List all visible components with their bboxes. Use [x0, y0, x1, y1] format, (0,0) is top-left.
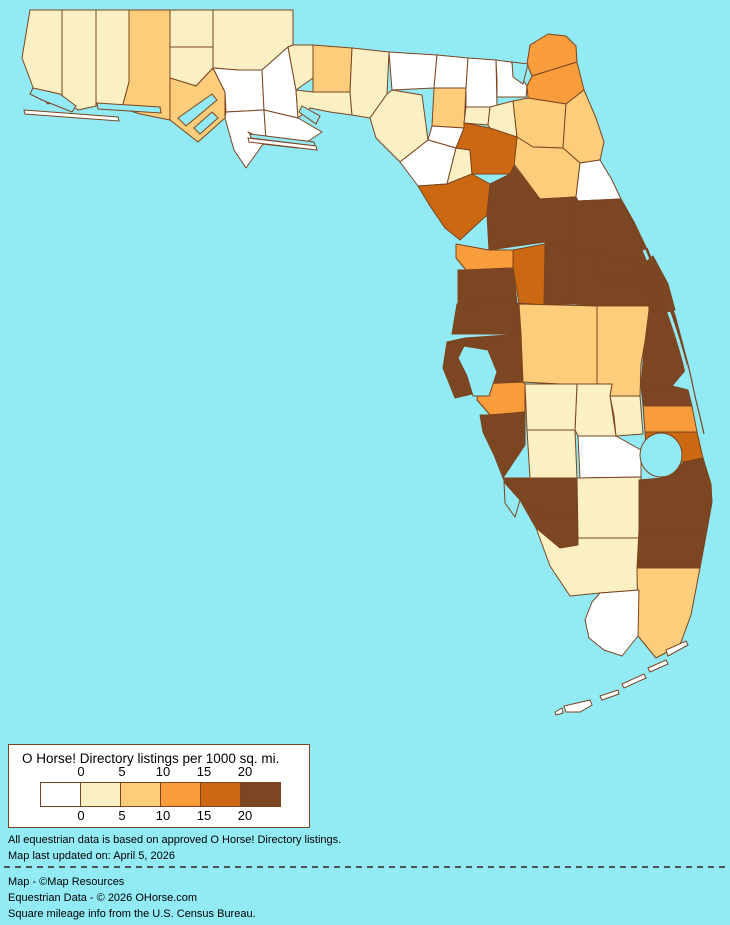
legend-tick-top-3: 15 [196, 764, 212, 779]
credit-equestrian-data: Equestrian Data - © 2026 OHorse.com [8, 892, 198, 904]
county-sumter [512, 243, 546, 306]
legend-color-strip [40, 782, 281, 807]
charlotte-harbor [503, 480, 521, 519]
choctawhatchee-bay [96, 102, 162, 114]
pensacola-bay [29, 87, 77, 113]
legend-swatch-3 [160, 782, 201, 807]
county-walton [121, 9, 171, 121]
county-hendry [576, 476, 642, 539]
panhandle-barrier-island [23, 109, 120, 122]
florida-keys-key-west [554, 707, 564, 716]
st-andrew-bay-east-arm [193, 111, 219, 135]
county-lake [543, 241, 575, 306]
tampa-bay [457, 345, 498, 397]
county-hamilton [433, 54, 469, 89]
county-broward [636, 529, 708, 569]
legend-tick-bottom-0: 0 [77, 808, 85, 823]
county-hardee [524, 383, 578, 431]
county-marion [486, 165, 577, 253]
county-polk [518, 303, 598, 385]
legend-swatch-5 [240, 782, 281, 807]
county-monroe [584, 589, 640, 657]
county-wakulla [295, 89, 353, 119]
barrier-islands-and-keys [23, 109, 689, 716]
legend-tick-bottom-3: 15 [196, 808, 212, 823]
legend-ticks-bottom: 0 5 10 15 20 [9, 808, 309, 824]
credit-square-mileage: Square mileage info from the U.S. Census… [8, 908, 256, 920]
county-baker [495, 59, 528, 98]
st-andrew-bay [177, 93, 218, 127]
county-flagler [575, 159, 622, 202]
legend-swatch-1 [80, 782, 121, 807]
ochlockonee-bay [298, 105, 321, 125]
legend-title: O Horse! Directory listings per 1000 sq.… [22, 751, 280, 766]
florida-keys-lower [563, 699, 593, 713]
florida-keys-upper [665, 640, 689, 657]
cape-canaveral [645, 255, 676, 313]
county-pasco [451, 302, 522, 335]
county-holmes [169, 9, 214, 48]
county-union [463, 106, 491, 126]
county-miami-dade [636, 567, 701, 659]
county-madison [388, 51, 438, 91]
county-okaloosa [95, 9, 130, 109]
legend-ticks-top: 0 5 10 15 20 [9, 764, 309, 780]
legend-tick-bottom-4: 20 [237, 808, 253, 823]
legend-swatch-4 [200, 782, 241, 807]
county-columbia [465, 57, 498, 108]
florida-keys-3 [621, 673, 647, 689]
county-indian-river [640, 385, 693, 407]
lake-okeechobee [639, 432, 683, 478]
legend: O Horse! Directory listings per 1000 sq.… [8, 744, 310, 828]
footnote-data-source: All equestrian data is based on approved… [8, 834, 342, 846]
county-hernando [457, 267, 518, 305]
florida-keys-4 [599, 689, 620, 701]
county-santa-rosa [61, 9, 97, 111]
legend-tick-bottom-2: 10 [155, 808, 171, 823]
st-marys-inlet [511, 61, 529, 85]
legend-tick-top-1: 5 [118, 764, 126, 779]
county-st-johns [562, 89, 605, 164]
st-george-island [247, 137, 318, 151]
county-st-lucie [642, 405, 698, 433]
county-suwannee [431, 87, 467, 129]
county-sarasota [479, 411, 526, 479]
county-okeechobee [609, 395, 644, 437]
legend-swatch-2 [120, 782, 161, 807]
legend-tick-bottom-1: 5 [118, 808, 126, 823]
credit-map: Map - ©Map Resources [8, 876, 125, 888]
county-desoto [526, 429, 578, 479]
county-layer [21, 9, 713, 659]
county-glades [577, 435, 642, 479]
dashed-separator [4, 866, 726, 868]
county-alachua [455, 122, 518, 175]
county-taylor [369, 89, 429, 163]
footnote-last-updated: Map last updated on: April 5, 2026 [8, 850, 175, 862]
legend-tick-top-4: 20 [237, 764, 253, 779]
legend-swatch-0 [40, 782, 81, 807]
county-highlands [574, 383, 617, 437]
legend-tick-top-2: 10 [155, 764, 171, 779]
florida-keys-2 [647, 659, 669, 673]
water-features [29, 61, 705, 519]
county-leon [312, 44, 353, 93]
legend-tick-top-0: 0 [77, 764, 85, 779]
